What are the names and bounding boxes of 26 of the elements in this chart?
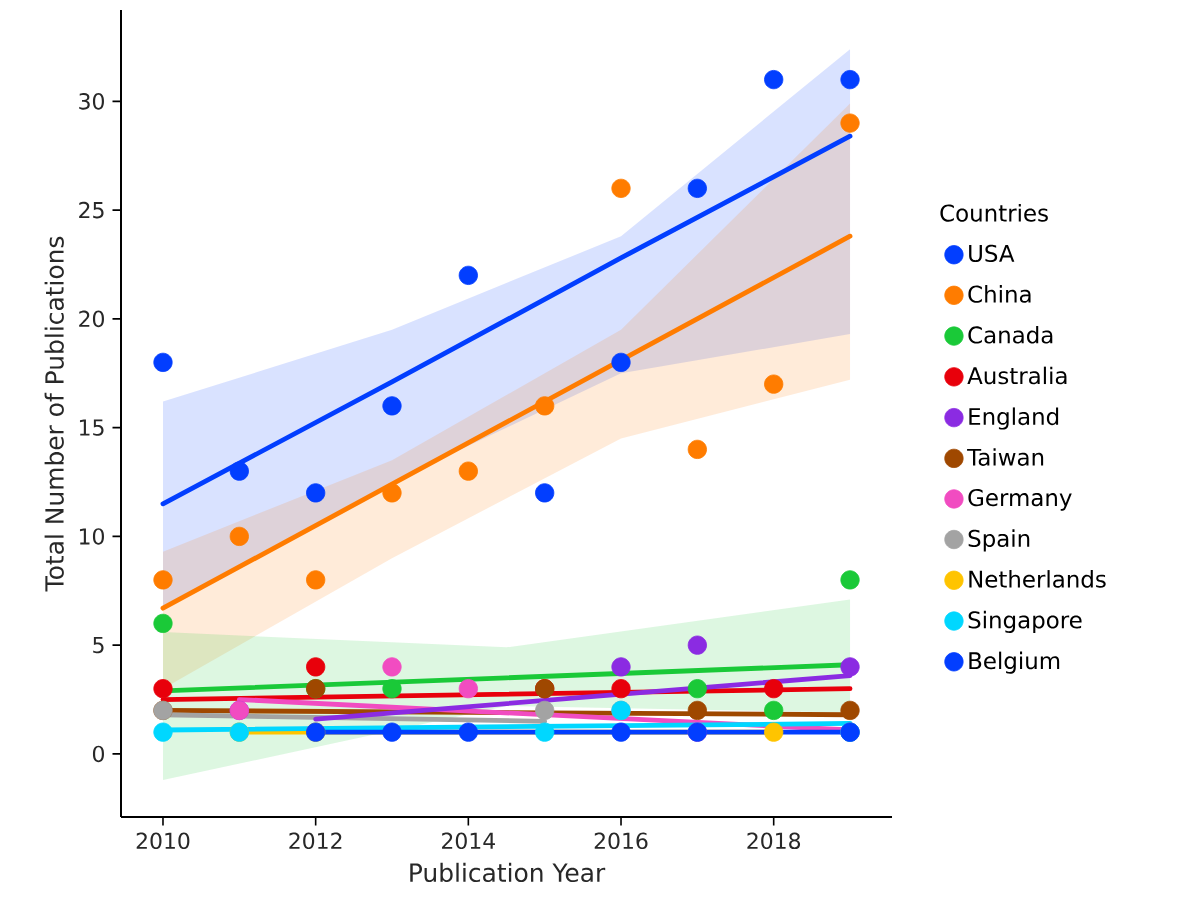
legend-label: Canada xyxy=(968,325,1053,344)
legend-label: Singapore xyxy=(968,610,1082,634)
y-tick-label: 20 xyxy=(79,310,104,328)
x-tick-label: 2014 xyxy=(442,832,495,850)
x-axis-title: Publication Year xyxy=(410,862,606,883)
legend-title: Countries xyxy=(940,203,1048,222)
y-tick-label: 25 xyxy=(79,201,104,219)
y-tick-label: 0 xyxy=(92,745,104,763)
x-tick-label: 2018 xyxy=(747,832,801,850)
x-tick-label: 2016 xyxy=(594,832,648,850)
legend-label: China xyxy=(968,285,1031,303)
legend-label: Belgium xyxy=(969,651,1060,674)
y-tick-label: 30 xyxy=(79,93,104,110)
x-tick-label: 2010 xyxy=(136,832,190,850)
legend-label: Spain xyxy=(968,529,1030,552)
y-axis-title: Total Number of Publications xyxy=(44,236,64,592)
legend-label: England xyxy=(969,407,1059,430)
legend-label: Taiwan xyxy=(967,448,1044,466)
y-tick-label: 15 xyxy=(79,419,104,436)
legend-label: USA xyxy=(969,244,1015,263)
legend-label: Australia xyxy=(967,366,1067,385)
y-tick-label: 10 xyxy=(79,528,104,545)
legend-label: Netherlands xyxy=(969,570,1106,588)
x-tick-label: 2012 xyxy=(289,832,342,850)
y-tick-label: 5 xyxy=(93,637,104,654)
legend-label: Germany xyxy=(968,488,1072,511)
